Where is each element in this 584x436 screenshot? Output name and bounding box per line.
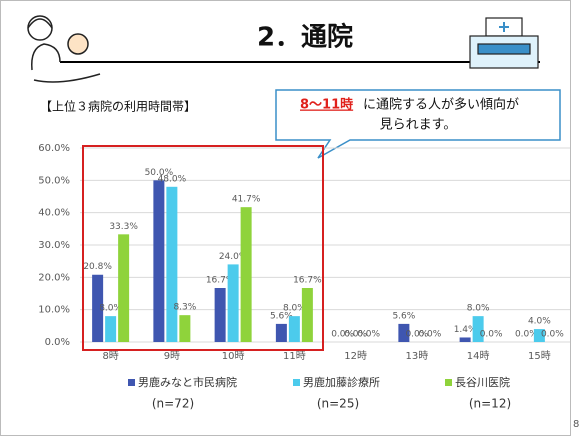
- value-label: 5.6%: [392, 311, 415, 321]
- bar: [166, 187, 177, 342]
- x-tick-label: 12時: [344, 350, 367, 362]
- x-tick-label: 11時: [283, 350, 306, 362]
- x-tick-label: 10時: [222, 350, 245, 362]
- value-label: 0.0%: [418, 330, 441, 340]
- title: 2．通院: [257, 22, 353, 53]
- callout-text: 見られます。: [380, 118, 457, 133]
- bar: [289, 316, 300, 342]
- bar: [460, 337, 471, 342]
- x-tick-label: 9時: [164, 350, 180, 362]
- value-label: 0.0%: [541, 330, 564, 340]
- y-tick-label: 10.0%: [38, 305, 70, 316]
- page-number: 8: [573, 419, 579, 430]
- value-label: 8.0%: [467, 304, 490, 314]
- x-tick-label: 8時: [102, 350, 118, 362]
- value-label: 41.7%: [232, 195, 261, 205]
- subtitle: 【上位３病院の利用時間帯】: [40, 99, 196, 114]
- y-tick-label: 50.0%: [38, 175, 70, 186]
- value-label: 8.3%: [173, 303, 196, 313]
- legend-label: 男鹿みなと市民病院: [138, 375, 237, 389]
- legend-swatch: [293, 379, 300, 386]
- y-tick-label: 30.0%: [38, 240, 70, 251]
- bar: [153, 180, 164, 342]
- legend-swatch: [128, 379, 135, 386]
- value-label: 48.0%: [158, 174, 187, 184]
- bar: [302, 288, 313, 342]
- sample-size: (n=25): [317, 397, 359, 411]
- legend-swatch: [445, 379, 452, 386]
- value-label: 16.7%: [293, 276, 322, 286]
- value-label: 0.0%: [357, 330, 380, 340]
- value-label: 4.0%: [528, 317, 551, 327]
- bar: [241, 207, 252, 342]
- callout-text: に通院する人が多い傾向が: [363, 97, 519, 113]
- x-tick-label: 14時: [467, 350, 490, 362]
- y-tick-label: 20.0%: [38, 272, 70, 283]
- value-label: 0.0%: [480, 330, 503, 340]
- x-tick-label: 13時: [406, 350, 429, 362]
- y-tick-label: 0.0%: [45, 337, 70, 348]
- sample-size: (n=72): [152, 397, 194, 411]
- legend-label: 長谷川医院: [455, 375, 510, 389]
- y-tick-label: 40.0%: [38, 208, 70, 219]
- value-label: 33.3%: [109, 222, 138, 232]
- x-tick-label: 15時: [528, 350, 551, 362]
- bar: [179, 315, 190, 342]
- slide: 2．通院 8 【上位３病院の利用時間帯】 8～11時 に通院する人が多い傾向が …: [0, 0, 584, 436]
- bar: [215, 288, 226, 342]
- bar: [228, 264, 239, 342]
- callout-highlight: 8～11時: [300, 97, 353, 113]
- legend-label: 男鹿加藤診療所: [303, 375, 380, 389]
- bar: [118, 234, 129, 342]
- bar: [105, 316, 116, 342]
- value-label: 20.8%: [83, 262, 112, 272]
- sample-size: (n=12): [469, 397, 511, 411]
- bar: [276, 324, 287, 342]
- y-tick-label: 60.0%: [38, 143, 70, 154]
